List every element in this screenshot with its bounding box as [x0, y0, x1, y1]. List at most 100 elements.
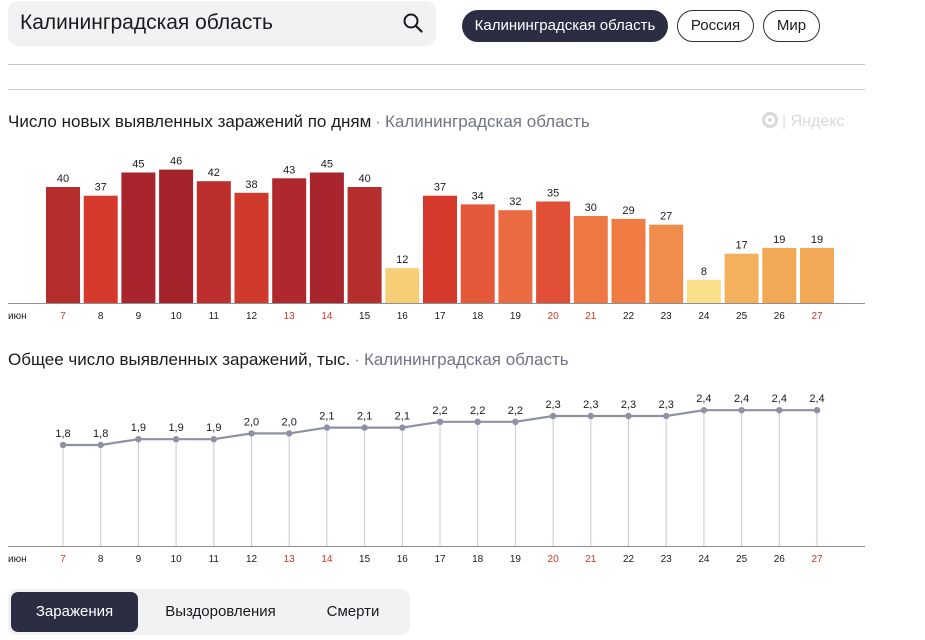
point-value-label: 2,3	[545, 399, 560, 411]
divider-top	[8, 64, 865, 65]
yandex-logo-icon	[762, 112, 778, 128]
x-tick-label: 18	[472, 311, 484, 322]
total-chart-title-text: Общее число выявленных заражений, тыс.	[8, 350, 351, 369]
point-value-label: 2,2	[470, 405, 485, 417]
bar-value-label: 46	[170, 156, 182, 168]
bar	[800, 247, 834, 303]
x-tick-label: 27	[811, 554, 823, 565]
x-tick-label: 13	[284, 554, 296, 565]
bar-value-label: 45	[321, 159, 333, 171]
x-tick-label: 21	[585, 311, 597, 322]
data-point	[587, 412, 594, 420]
bar-value-label: 37	[95, 182, 107, 194]
bar-value-label: 38	[245, 179, 257, 191]
point-value-label: 2,1	[395, 411, 410, 423]
tab-recoveries[interactable]: Выздоровления	[165, 603, 276, 620]
x-tick-label: 22	[623, 554, 635, 565]
search-box[interactable]: Калининградская область	[8, 1, 436, 46]
bar-value-label: 12	[396, 254, 408, 266]
data-point	[738, 407, 745, 414]
x-tick-label: 11	[209, 554, 220, 565]
data-point	[625, 412, 632, 420]
x-tick-label: 26	[774, 311, 786, 322]
data-point	[399, 424, 406, 431]
x-tick-label: 8	[98, 554, 104, 565]
x-tick-label: 22	[623, 311, 635, 322]
bar	[121, 172, 156, 303]
point-value-label: 2,3	[659, 399, 674, 411]
x-tick-label: 8	[98, 311, 104, 322]
search-input[interactable]: Калининградская область	[20, 11, 273, 34]
daily-chart-title-text: Число новых выявленных заражений по дням	[8, 112, 372, 131]
daily-bar-chart: 40 7 37 8 45 9 46 10 42 11 38 12 43 13 45 14 40 15 12 16 37 1…	[8, 156, 865, 322]
data-point	[135, 436, 142, 443]
x-tick-label: 11	[209, 311, 220, 322]
point-value-label: 2,3	[621, 399, 636, 411]
x-tick-label: 10	[171, 554, 183, 565]
tab-infections[interactable]: Заражения	[11, 592, 138, 632]
bar	[196, 181, 231, 303]
x-tick-label: 16	[397, 554, 409, 565]
data-point	[813, 407, 821, 414]
tab-deaths[interactable]: Смерти	[326, 603, 380, 620]
bar-value-label: 32	[509, 196, 521, 208]
x-tick-label: 21	[585, 554, 597, 565]
point-value-label: 2,4	[696, 393, 711, 405]
total-line-chart: 1,8 7 1,8 8 1,9 9 1,9 10 1,9 11 2,0 12 2,0 13 2,1 14 2,1…	[8, 393, 865, 565]
data-point	[59, 441, 67, 449]
bar	[686, 279, 721, 303]
daily-chart-title: Число новых выявленных заражений по дням…	[8, 112, 590, 132]
point-value-label: 2,2	[508, 405, 523, 417]
x-tick-label: 14	[321, 311, 333, 322]
chip-russia[interactable]: Россия	[677, 10, 754, 42]
bar	[611, 218, 646, 303]
point-value-label: 2,4	[772, 393, 787, 405]
x-tick-label: 9	[136, 554, 142, 565]
point-value-label: 2,4	[809, 393, 824, 405]
x-tick-label: 14	[321, 554, 333, 565]
bar-value-label: 43	[283, 164, 295, 176]
divider-bottom	[8, 89, 865, 90]
bar-value-label: 17	[735, 240, 747, 252]
x-tick-label: 27	[811, 311, 823, 322]
bar-value-label: 34	[472, 190, 484, 202]
daily-chart-region: Калининградская область	[384, 112, 590, 131]
chip-kaliningrad[interactable]: Калининградская область	[462, 10, 668, 42]
data-point	[210, 436, 217, 443]
bar-value-label: 30	[585, 202, 597, 214]
data-point	[663, 412, 670, 420]
bar	[724, 253, 759, 303]
bar	[46, 187, 80, 303]
yandex-brand-text: Яндекс	[790, 113, 845, 130]
bar	[272, 178, 307, 303]
data-point	[776, 407, 783, 414]
bar-value-label: 45	[132, 159, 144, 171]
x-tick-label: 13	[284, 311, 296, 322]
bar	[649, 224, 684, 303]
x-tick-label: 15	[359, 554, 371, 565]
title-separator: ·	[375, 112, 381, 131]
bar	[573, 216, 608, 303]
x-tick-label: 16	[397, 311, 409, 322]
data-point	[248, 430, 255, 437]
data-point	[436, 418, 444, 425]
x-tick-label: 15	[359, 311, 371, 322]
search-icon[interactable]	[402, 12, 424, 34]
data-point	[172, 436, 180, 443]
bar	[159, 169, 194, 303]
chip-world[interactable]: Мир	[763, 10, 820, 42]
data-point	[97, 441, 104, 449]
x-tick-label: 7	[60, 311, 66, 322]
x-tick-label: 9	[136, 311, 142, 322]
bar	[536, 201, 571, 303]
point-value-label: 2,0	[282, 416, 297, 428]
x-tick-label: 26	[774, 554, 786, 565]
x-tick-label: 24	[698, 311, 710, 322]
bar-value-label: 42	[208, 167, 220, 179]
bar	[347, 187, 382, 303]
data-point	[286, 430, 293, 437]
x-tick-label: 19	[510, 554, 522, 565]
x-tick-label: 17	[434, 554, 446, 565]
title-separator: ·	[354, 350, 360, 369]
x-tick-label: 23	[661, 311, 673, 322]
